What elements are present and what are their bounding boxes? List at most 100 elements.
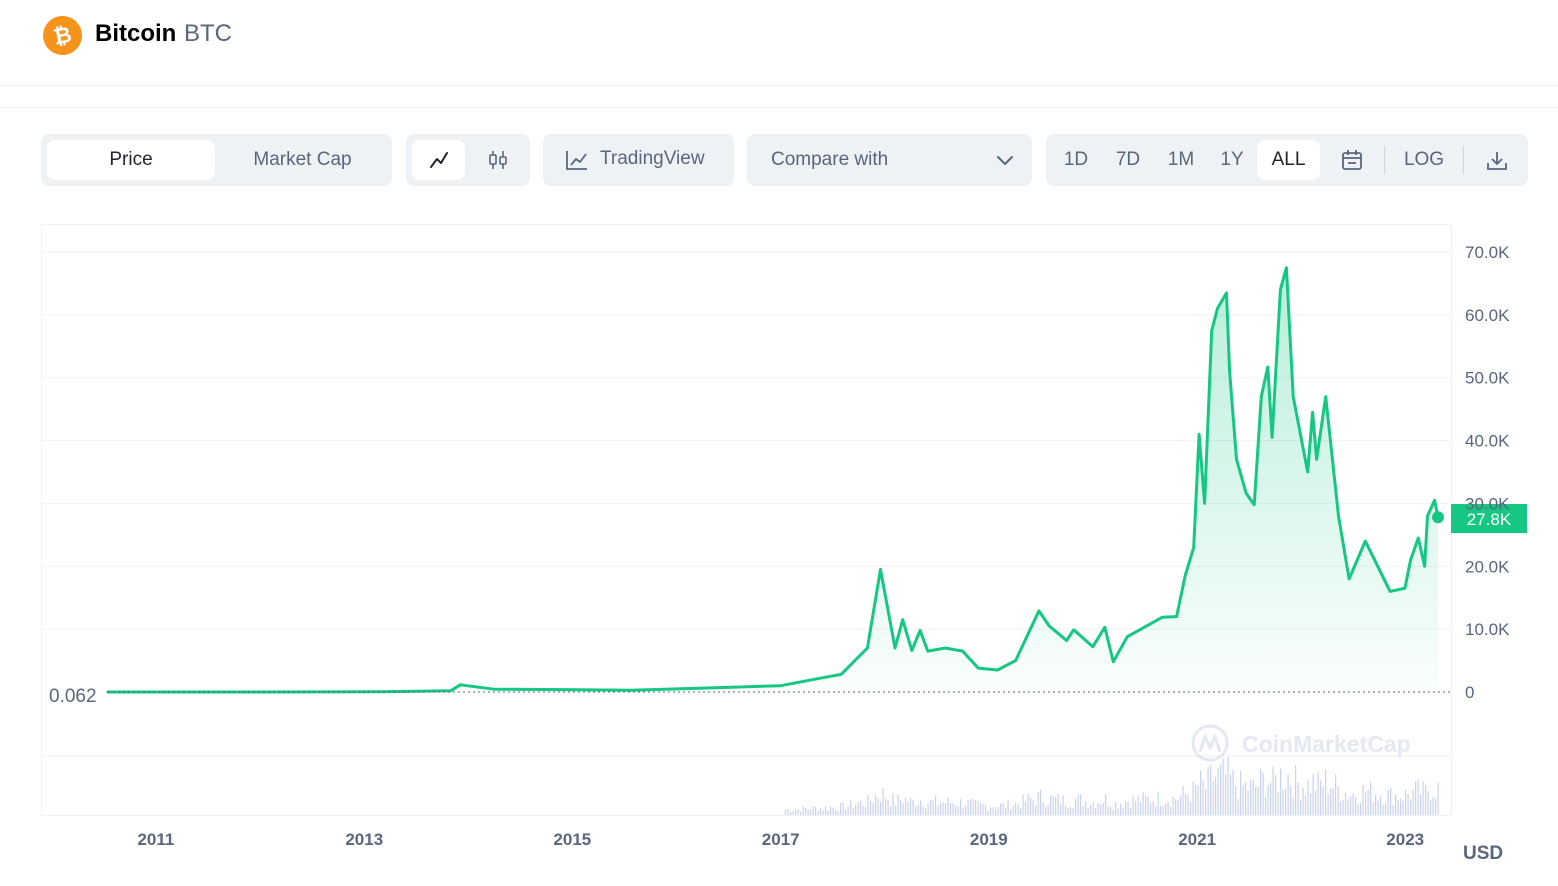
volume-bar <box>977 801 979 815</box>
volume-bar <box>1010 810 1012 815</box>
range-1d[interactable]: 1D <box>1063 149 1089 170</box>
volume-bar <box>1372 802 1374 815</box>
volume-bar <box>1327 793 1329 815</box>
volume-bar <box>825 806 827 815</box>
download-button[interactable] <box>1474 140 1520 180</box>
volume-bar <box>1060 804 1062 815</box>
range-7d[interactable]: 7D <box>1115 149 1141 170</box>
tradingview-label: TradingView <box>600 148 705 169</box>
volume-bar <box>1132 795 1134 815</box>
volume-bar <box>1040 789 1042 815</box>
volume-bar <box>1015 803 1017 815</box>
volume-bar <box>1260 768 1262 815</box>
volume-bar <box>1087 807 1089 815</box>
volume-bar <box>900 800 902 815</box>
price-area <box>108 267 1438 692</box>
volume-bar <box>1162 806 1164 815</box>
date-range-button[interactable] <box>1330 140 1374 180</box>
volume-bar <box>1197 785 1199 815</box>
volume-bar <box>842 802 844 815</box>
volume-bar <box>1145 795 1147 815</box>
volume-bar <box>1062 795 1064 815</box>
volume-bar <box>1432 796 1434 815</box>
volume-bar <box>952 803 954 815</box>
volume-bar <box>1022 794 1024 815</box>
volume-bar <box>1085 800 1087 815</box>
volume-bar <box>1335 774 1337 815</box>
volume-bar <box>1100 804 1102 815</box>
volume-bar <box>982 804 984 815</box>
volume-bar <box>1130 808 1132 815</box>
volume-bar <box>1072 807 1074 815</box>
y-axis: 0 10.0K 20.0K 30.0K 40.0K 50.0K 60.0K 70.0K <box>1465 243 1510 702</box>
volume-bar <box>1430 800 1432 815</box>
volume-bar <box>1345 792 1347 815</box>
volume-bar <box>857 802 859 815</box>
volume-bar <box>1137 795 1139 815</box>
volume-bar <box>1050 795 1052 815</box>
volume-bar <box>1030 798 1032 815</box>
range-selector: 1D 7D 1M 1Y ALL LOG <box>1046 134 1528 186</box>
x-tick-label: 2013 <box>345 830 383 849</box>
volume-bar <box>1160 805 1162 815</box>
volume-bar <box>935 795 937 815</box>
volume-bar <box>1422 781 1424 815</box>
volume-bar <box>800 811 802 815</box>
volume-bar <box>917 804 919 815</box>
volume-bar <box>830 806 832 815</box>
volume-bar <box>1080 794 1082 815</box>
volume-bar <box>925 808 927 815</box>
volume-bar <box>1370 781 1372 815</box>
tab-price[interactable]: Price <box>47 140 215 180</box>
volume-bar <box>1002 802 1004 815</box>
volume-bar <box>1175 799 1177 815</box>
currency-unit: USD <box>1463 843 1503 864</box>
volume-bar <box>1317 771 1319 815</box>
volume-bar <box>1250 780 1252 815</box>
volume-bar <box>1265 797 1267 815</box>
volume-bar <box>1375 794 1377 815</box>
log-scale-toggle[interactable]: LOG <box>1403 149 1445 170</box>
volume-bar <box>1092 801 1094 815</box>
candlestick-button[interactable] <box>471 140 524 180</box>
volume-bar <box>1095 807 1097 815</box>
volume-bar <box>955 805 957 815</box>
x-tick-label: 2021 <box>1178 830 1216 849</box>
y-tick-label: 60.0K <box>1465 306 1510 325</box>
volume-bar <box>1240 770 1242 815</box>
volume-bar <box>845 809 847 815</box>
volume-bar <box>1387 789 1389 815</box>
volume-bar <box>860 800 862 815</box>
volume-bar <box>1347 799 1349 815</box>
coin-symbol: BTC <box>184 20 232 47</box>
volume-bar <box>1042 802 1044 815</box>
volume-bar <box>1165 803 1167 815</box>
tab-market-cap[interactable]: Market Cap <box>253 149 352 170</box>
volume-bar <box>877 798 879 815</box>
volume-bar <box>822 809 824 815</box>
volume-bar <box>1150 802 1152 815</box>
range-all[interactable]: ALL <box>1257 140 1320 180</box>
volume-bar <box>970 799 972 815</box>
range-1m[interactable]: 1M <box>1167 149 1195 170</box>
tradingview-button[interactable]: TradingView <box>543 134 734 186</box>
volume-bar <box>1427 791 1429 815</box>
volume-bar <box>1192 781 1194 815</box>
volume-bar <box>887 799 889 815</box>
volume-bar <box>1400 798 1402 815</box>
volume-bar <box>1340 801 1342 815</box>
volume-bar <box>1075 799 1077 815</box>
volume-bar <box>1210 765 1212 815</box>
range-1y[interactable]: 1Y <box>1220 149 1244 170</box>
volume-bar <box>1290 785 1292 815</box>
line-chart-button[interactable] <box>412 140 465 180</box>
compare-dropdown[interactable]: Compare with <box>747 134 1032 186</box>
volume-bar <box>882 788 884 815</box>
volume-bar <box>1352 793 1354 815</box>
candlestick-icon <box>488 151 507 169</box>
volume-bar <box>1117 808 1119 815</box>
volume-bar <box>1107 806 1109 815</box>
volume-bar <box>1135 800 1137 815</box>
volume-bar <box>855 804 857 815</box>
